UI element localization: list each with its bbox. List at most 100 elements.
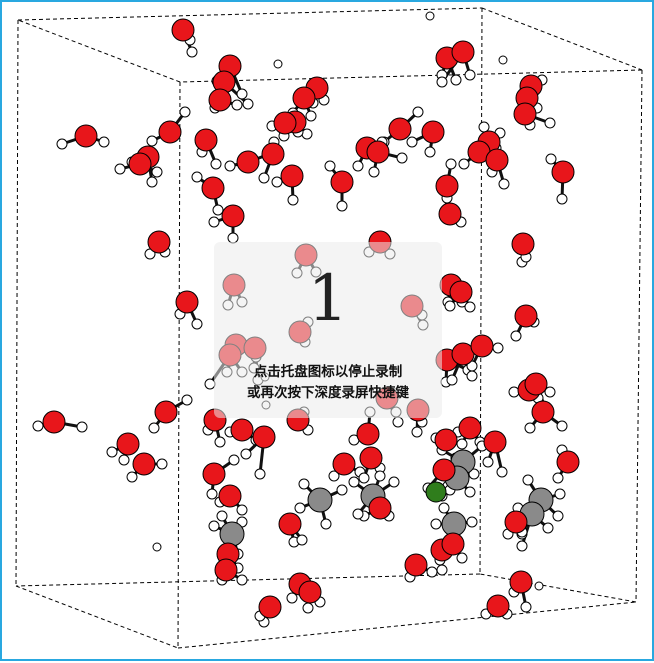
hydrogen-atom: [424, 146, 436, 158]
hydrogen-atom: [444, 300, 456, 312]
hydrogen-atom: [496, 466, 508, 478]
cell-edge: [481, 7, 643, 71]
oxygen-atom: [236, 150, 260, 174]
oxygen-atom: [486, 594, 510, 618]
hydrogen-atom: [508, 386, 520, 398]
oxygen-atom: [356, 422, 380, 446]
oxygen-atom: [273, 111, 297, 135]
shortcut-hint: 或再次按下深度录屏快捷键: [247, 385, 409, 401]
hydrogen-atom: [302, 602, 314, 614]
oxygen-atom: [404, 553, 428, 577]
hydrogen-atom: [552, 510, 564, 522]
oxygen-atom: [221, 204, 245, 228]
hydrogen-atom: [464, 486, 476, 498]
hydrogen-atom: [286, 592, 298, 604]
oxygen-atom: [451, 40, 475, 64]
hydrogen-atom: [556, 420, 568, 432]
hydrogen-atom: [231, 99, 243, 111]
cell-edge: [15, 19, 19, 587]
oxygen-atom: [214, 558, 238, 582]
hydrogen-atom: [228, 454, 240, 466]
cell-edge: [179, 69, 643, 83]
hydrogen-atom: [430, 518, 442, 530]
hydrogen-atom: [554, 488, 566, 500]
hydrogen-atom: [296, 534, 308, 546]
hydrogen-atom: [32, 420, 44, 432]
oxygen-atom: [292, 86, 316, 110]
hydrogen-atom: [450, 74, 462, 86]
oxygen-atom: [252, 425, 276, 449]
cell-edge: [479, 7, 483, 575]
oxygen-atom: [485, 148, 509, 172]
oxygen-atom: [194, 128, 218, 152]
hydrogen-atom: [324, 160, 336, 172]
hydrogen-atom: [412, 106, 424, 118]
hydrogen-atom: [148, 422, 160, 434]
oxygen-atom: [42, 410, 66, 434]
oxygen-atom: [435, 174, 459, 198]
oxygen-atom: [261, 142, 285, 166]
hydrogen-atom: [114, 163, 126, 175]
hydrogen-atom: [436, 564, 448, 576]
hydrogen-atom: [348, 476, 360, 488]
hydrogen-atom: [126, 471, 138, 483]
oxygen-atom: [280, 164, 304, 188]
cell-edge: [635, 69, 643, 603]
hydrogen-atom: [328, 470, 340, 482]
oxygen-atom: [513, 102, 537, 126]
stop-recording-hint: 点击托盘图标以停止录制: [253, 364, 403, 380]
hydrogen-atom: [271, 176, 283, 188]
hydrogen-atom: [544, 386, 556, 398]
oxygen-atom: [483, 430, 507, 454]
carbon-atom: [219, 521, 245, 547]
hydrogen-atom: [368, 166, 380, 178]
hydrogen-atom: [258, 172, 270, 184]
oxygen-atom: [434, 428, 458, 452]
hydrogen-atom: [273, 59, 283, 69]
hydrogen-atom: [236, 504, 248, 516]
hydrogen-atom: [152, 542, 162, 552]
hydrogen-atom: [436, 76, 448, 88]
oxygen-atom: [432, 458, 456, 482]
oxygen-atom: [298, 580, 322, 604]
oxygen-atom: [514, 304, 538, 328]
hydrogen-atom: [520, 601, 532, 613]
hydrogen-atom: [498, 55, 508, 65]
oxygen-atom: [278, 512, 302, 536]
hydrogen-atom: [236, 88, 248, 100]
oxygen-atom: [441, 532, 465, 556]
hydrogen-atom: [468, 468, 480, 480]
hydrogen-atom: [352, 160, 364, 172]
hydrogen-atom: [458, 158, 470, 170]
oxygen-atom: [470, 334, 494, 358]
hydrogen-atom: [396, 152, 408, 164]
hydrogen-atom: [294, 502, 306, 514]
hydrogen-atom: [236, 574, 248, 586]
oxygen-atom: [556, 450, 580, 474]
hydrogen-atom: [156, 458, 168, 470]
hydrogen-atom: [352, 508, 364, 520]
oxygen-atom: [368, 496, 392, 520]
hydrogen-atom: [336, 484, 348, 496]
hydrogen-atom: [240, 448, 252, 460]
oxygen-atom: [449, 280, 473, 304]
hydrogen-atom: [510, 330, 522, 342]
oxygen-atom: [202, 462, 226, 486]
hydrogen-atom: [524, 422, 536, 434]
hydrogen-atom: [106, 446, 118, 458]
cell-edge: [15, 573, 481, 587]
hydrogen-atom: [181, 394, 193, 406]
countdown-number: 1: [307, 262, 349, 336]
oxygen-atom: [147, 230, 171, 254]
hydrogen-atom: [118, 454, 130, 466]
oxygen-atom: [208, 88, 232, 112]
hydrogen-atom: [411, 426, 423, 438]
hydrogen-atom: [534, 581, 544, 591]
hydrogen-atom: [179, 106, 191, 118]
hydrogen-atom: [76, 421, 88, 433]
hydrogen-atom: [482, 456, 494, 468]
cell-edge: [17, 19, 181, 83]
recording-overlay: 1 点击托盘图标以停止录制 或再次按下深度录屏快捷键: [214, 242, 442, 418]
